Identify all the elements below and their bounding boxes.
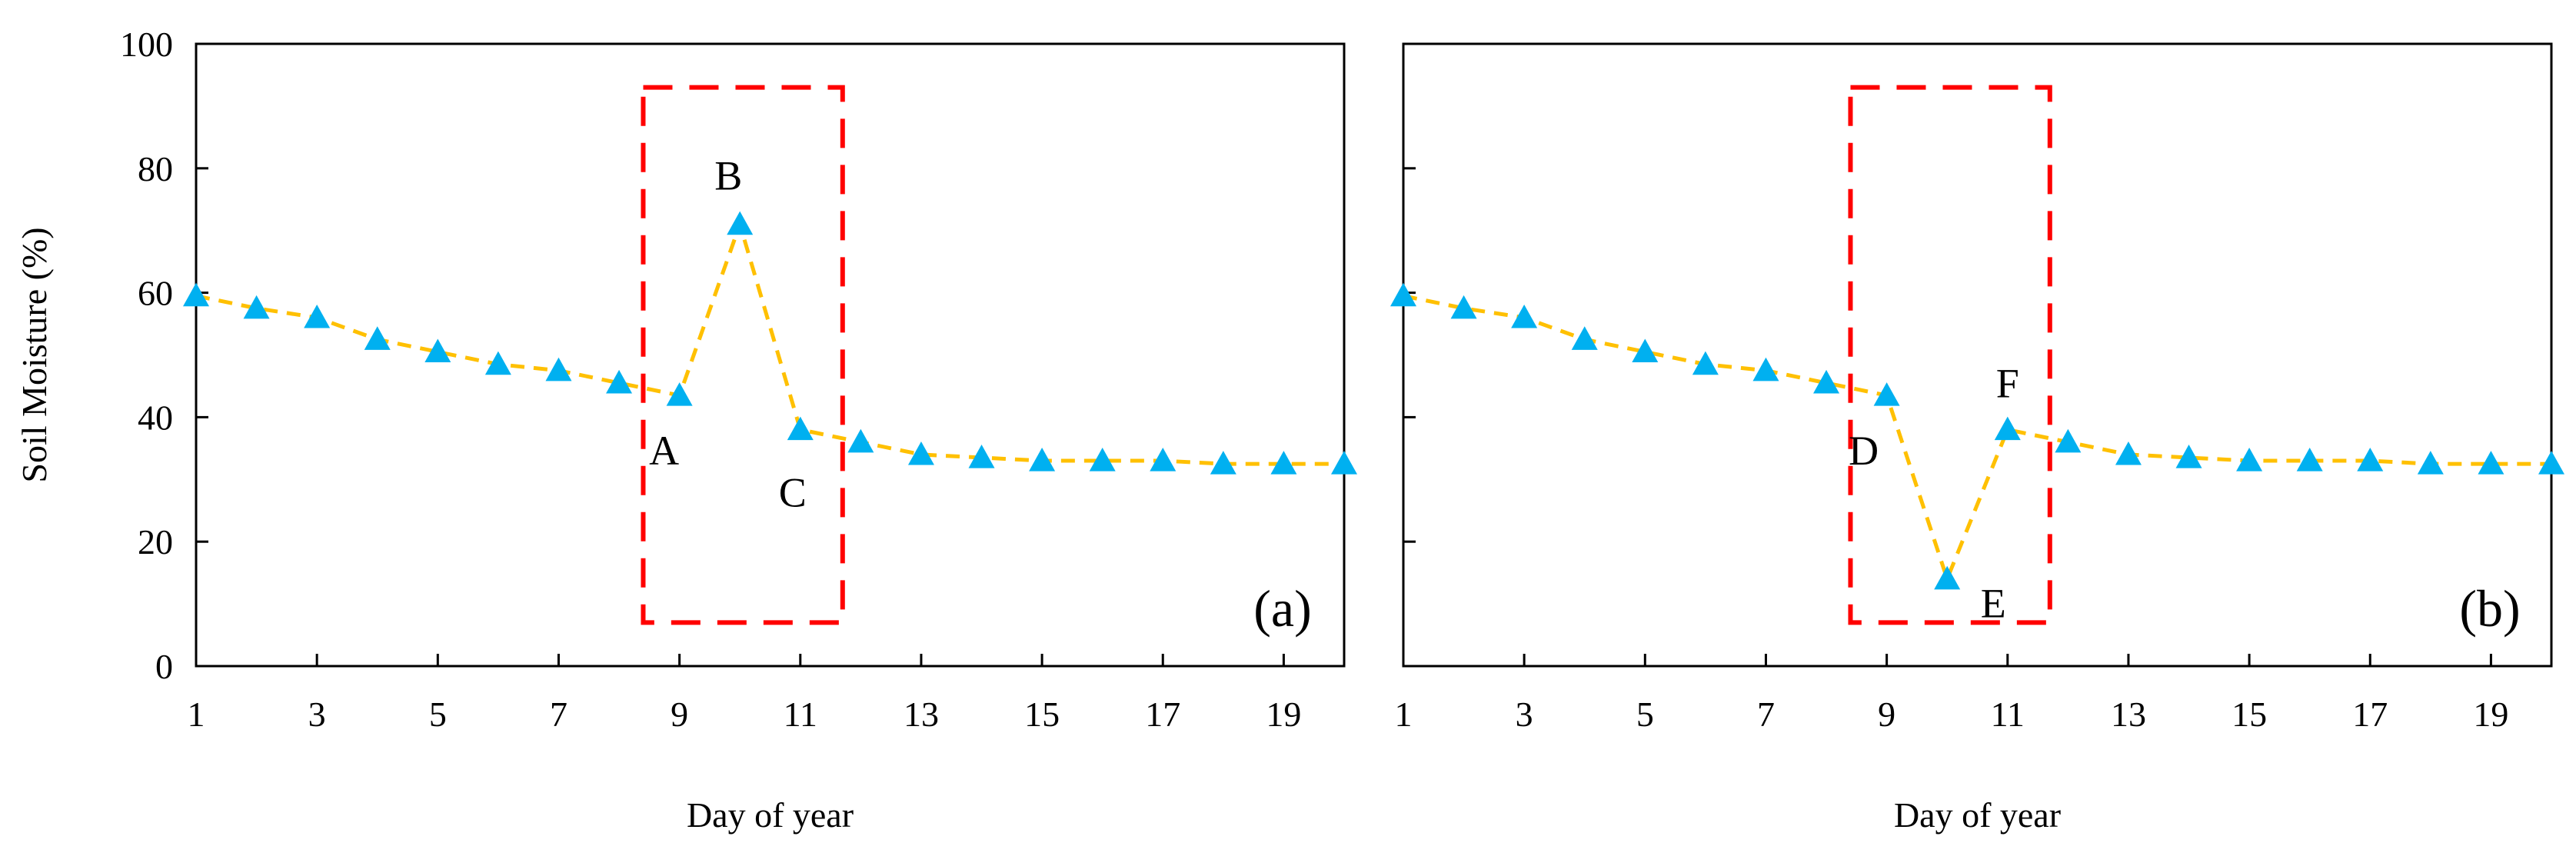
data-point-marker: [2417, 451, 2444, 475]
data-point-marker: [1873, 382, 1900, 406]
panel-label: (b): [2459, 579, 2520, 638]
data-point-marker: [1150, 448, 1177, 471]
data-point-marker: [1934, 565, 1961, 590]
point-annotation-label: A: [649, 428, 679, 474]
y-tick-label: 20: [138, 522, 173, 561]
data-point-marker: [1210, 451, 1236, 475]
data-point-marker: [2478, 451, 2504, 475]
x-tick-label: 7: [550, 695, 567, 734]
data-point-marker: [364, 326, 391, 350]
data-point-marker: [847, 428, 874, 453]
data-point-marker: [1331, 451, 1357, 475]
data-point-marker: [1450, 295, 1477, 319]
x-tick-label: 13: [2111, 695, 2146, 734]
data-point-marker: [1994, 416, 2021, 441]
x-tick-label: 1: [1395, 695, 1413, 734]
plot-frame: [1402, 42, 2553, 668]
data-point-marker: [2296, 448, 2323, 471]
data-point-marker: [484, 351, 511, 375]
point-annotation-label: C: [779, 470, 807, 516]
data-point-marker: [2538, 451, 2564, 475]
y-tick-label: 0: [155, 647, 173, 686]
point-annotation-label: B: [714, 153, 742, 199]
x-tick-label: 3: [308, 695, 326, 734]
point-annotation-label: D: [1849, 428, 1879, 474]
x-tick-label: 17: [2352, 695, 2388, 734]
y-tick-label: 60: [138, 274, 173, 313]
data-point-marker: [1692, 351, 1719, 375]
x-tick-label: 15: [1024, 695, 1060, 734]
data-point-marker: [1571, 326, 1598, 350]
x-tick-label: 15: [2232, 695, 2267, 734]
data-point-marker: [1029, 448, 1056, 471]
x-tick-label: 3: [1516, 695, 1533, 734]
data-point-marker: [907, 441, 934, 465]
data-point-marker: [606, 369, 633, 394]
data-point-marker: [787, 416, 814, 441]
x-tick-label: 11: [1991, 695, 2025, 734]
y-tick-label: 80: [138, 149, 173, 188]
data-point-marker: [424, 338, 451, 363]
data-point-marker: [304, 304, 331, 328]
data-point-marker: [1813, 369, 1840, 394]
data-point-marker: [1752, 357, 1779, 382]
x-axis-title: Day of year: [1894, 795, 2061, 835]
x-tick-label: 9: [671, 695, 688, 734]
data-point-marker: [1390, 282, 1416, 307]
highlight-box: [1848, 85, 2052, 625]
highlight-box: [641, 85, 845, 625]
y-tick-label: 100: [120, 25, 173, 64]
y-axis-title: Soil Moisture (%): [15, 227, 54, 482]
data-point-marker: [1632, 338, 1659, 363]
data-point-marker: [243, 295, 270, 319]
x-tick-label: 13: [904, 695, 939, 734]
data-point-marker: [2236, 448, 2263, 471]
y-tick-label: 40: [138, 398, 173, 437]
series-line: [1403, 294, 2551, 585]
x-tick-label: 5: [429, 695, 447, 734]
data-point-marker: [183, 282, 209, 307]
x-tick-label: 19: [1266, 695, 1301, 734]
data-point-marker: [1089, 448, 1116, 471]
x-tick-label: 9: [1878, 695, 1895, 734]
data-point-marker: [545, 357, 572, 382]
series-line: [195, 218, 1344, 466]
data-point-marker: [2055, 428, 2082, 453]
panel-label: (a): [1253, 579, 1311, 638]
x-tick-label: 11: [784, 695, 817, 734]
x-tick-label: 19: [2473, 695, 2508, 734]
point-annotation-label: F: [1996, 361, 2019, 407]
x-tick-label: 1: [188, 695, 205, 734]
data-point-marker: [1270, 451, 1297, 475]
x-tick-label: 7: [1757, 695, 1775, 734]
point-annotation-label: E: [1981, 581, 2006, 627]
data-point-marker: [2357, 448, 2384, 471]
data-point-marker: [1511, 304, 1538, 328]
data-point-marker: [968, 444, 995, 468]
plot-frame: [195, 42, 1346, 668]
data-point-marker: [2175, 444, 2202, 468]
data-point-marker: [666, 382, 693, 406]
x-tick-label: 5: [1636, 695, 1654, 734]
x-axis-title: Day of year: [687, 795, 854, 835]
data-point-marker: [727, 211, 754, 235]
x-tick-label: 17: [1145, 695, 1180, 734]
data-point-marker: [2115, 441, 2142, 465]
